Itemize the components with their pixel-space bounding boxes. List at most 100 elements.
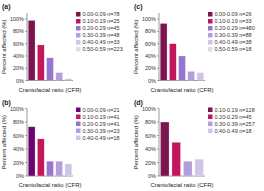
panel: (d)0%20%40%60%80%100%Craniofacial ratio … <box>133 99 255 189</box>
panel: (a)0%20%40%60%80%100%Craniofacial ratio … <box>1 3 123 93</box>
panel: (c)0%20%40%60%80%100%Craniofacial ratio … <box>133 3 255 93</box>
legend-label: 0.20-0.29 n=41 <box>83 121 120 127</box>
legend-swatch <box>76 19 81 24</box>
legend-swatch <box>76 12 81 17</box>
y-tick <box>25 43 27 44</box>
y-tick <box>157 162 159 163</box>
legend: 0.00-0.09 n=210.10-0.19 n=410.20-0.29 n=… <box>76 107 120 141</box>
bar <box>197 73 204 81</box>
y-tick <box>157 19 159 20</box>
y-tick <box>157 176 159 177</box>
legend-label: 0.30-0.39 n=257 <box>215 121 255 127</box>
bar <box>37 139 44 176</box>
y-axis-line <box>27 109 28 177</box>
bar <box>47 161 54 176</box>
y-tick-label: 80% <box>145 119 156 125</box>
legend-label: 0.20-0.29 n=480 <box>215 25 255 31</box>
legend-swatch <box>76 40 81 45</box>
y-tick <box>157 108 159 109</box>
x-axis-label: Craniofacial ratio (CFR) <box>18 87 81 93</box>
x-axis-label: Craniofacial ratio (CFR) <box>150 182 213 188</box>
legend-swatch <box>76 108 81 113</box>
y-tick <box>157 80 159 81</box>
y-tick-label: 20% <box>13 65 24 71</box>
y-tick-label: 60% <box>145 41 156 47</box>
bar <box>47 58 54 81</box>
panel-label: (c) <box>134 3 143 11</box>
y-tick-label: 20% <box>13 160 24 166</box>
y-axis-line <box>159 109 160 177</box>
legend-swatch <box>208 26 213 31</box>
bar <box>183 161 192 176</box>
y-tick <box>157 55 159 56</box>
legend-label: 0.00-0.09 n=78 <box>83 11 120 17</box>
y-tick <box>25 176 27 177</box>
legend-swatch <box>208 47 213 52</box>
bars-inner <box>160 122 203 176</box>
bars-inner <box>28 20 72 80</box>
y-axis-line <box>159 13 160 81</box>
y-tick-label: 100% <box>10 16 24 22</box>
x-axis-label: Craniofacial ratio (CFR) <box>18 182 81 188</box>
legend-swatch <box>76 129 81 134</box>
bar <box>169 44 176 81</box>
y-tick <box>25 108 27 109</box>
y-tick-label: 20% <box>145 160 156 166</box>
x-axis-label: Craniofacial ratio (CFR) <box>150 87 213 93</box>
legend-label: 0.00-0.09 n=26 <box>215 11 252 17</box>
legend-label: 0.10-0.19 n=25 <box>83 18 120 24</box>
legend-swatch <box>208 33 213 38</box>
bar <box>56 73 63 81</box>
bars <box>160 122 203 176</box>
y-tick-label: 0% <box>16 78 24 84</box>
bars-inner <box>160 23 204 80</box>
bar <box>56 161 63 176</box>
legend-label: 0.50-0.59 n=223 <box>83 46 123 52</box>
y-tick-label: 0% <box>148 173 156 179</box>
y-axis-label: Percent affected (%) <box>133 115 139 170</box>
y-tick-label: 20% <box>145 65 156 71</box>
bar <box>28 20 35 80</box>
bars <box>160 23 204 80</box>
bar <box>65 164 72 176</box>
y-tick <box>157 122 159 123</box>
legend-label: 0.10-0.19 n=41 <box>83 114 120 120</box>
legend-swatch <box>208 115 213 120</box>
legend-label: 0.40-0.49 n=33 <box>83 39 120 45</box>
y-tick-label: 60% <box>13 41 24 47</box>
y-tick-label: 100% <box>142 106 156 112</box>
y-tick-label: 100% <box>10 106 24 112</box>
panel-label: (a) <box>2 3 11 11</box>
legend-label: 0.40-0.49 n=18 <box>215 128 252 134</box>
legend-label: 0.10-0.19 n=128 <box>215 107 255 113</box>
legend-swatch <box>76 47 81 52</box>
legend-label: 0.00-0.09 n=21 <box>83 107 120 113</box>
y-tick <box>157 43 159 44</box>
y-axis-line <box>27 13 28 81</box>
y-tick-label: 60% <box>13 133 24 139</box>
bars-inner <box>28 127 72 176</box>
y-axis-label: Percent affected (%) <box>133 19 139 74</box>
legend-swatch <box>76 26 81 31</box>
y-axis-label: Percent affected (%) <box>1 19 7 74</box>
legend-swatch <box>208 122 213 127</box>
legend-label: 0.30-0.39 n=88 <box>215 32 252 38</box>
bar <box>160 23 167 80</box>
y-tick-label: 40% <box>13 53 24 59</box>
legend-swatch <box>208 129 213 134</box>
bars <box>28 20 72 80</box>
legend-label: 0.40-0.49 n=38 <box>215 39 252 45</box>
legend-label: 0.30-0.39 n=23 <box>83 128 120 134</box>
legend-swatch <box>76 136 81 141</box>
y-tick <box>25 162 27 163</box>
panel: (b)0%20%40%60%80%100%Craniofacial ratio … <box>1 99 120 189</box>
bar <box>188 71 195 80</box>
y-tick <box>25 19 27 20</box>
y-tick <box>157 135 159 136</box>
bar <box>65 79 72 81</box>
y-tick-label: 60% <box>145 133 156 139</box>
y-tick-label: 80% <box>145 28 156 34</box>
y-tick-label: 100% <box>142 16 156 22</box>
legend-swatch <box>208 40 213 45</box>
legend-swatch <box>76 33 81 38</box>
